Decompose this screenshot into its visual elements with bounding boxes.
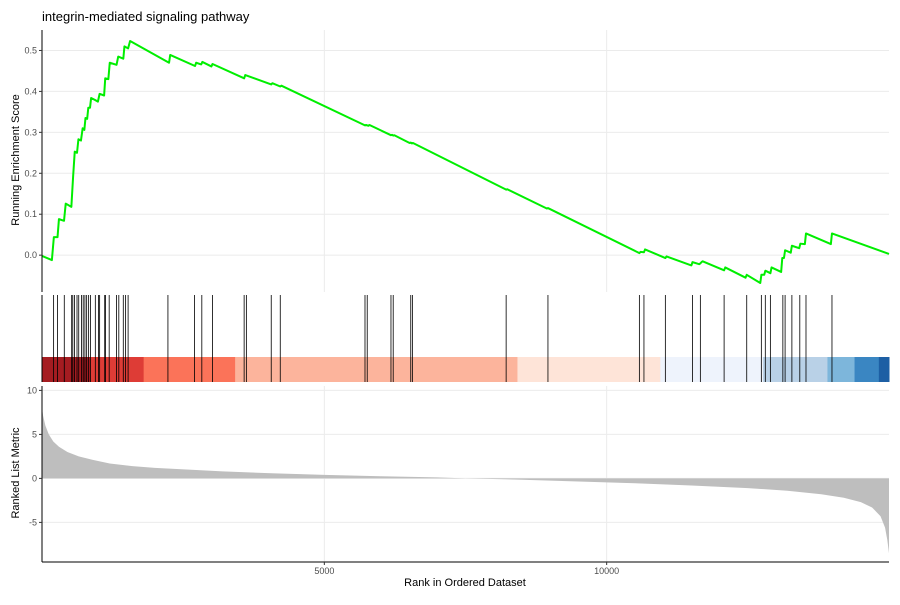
- x-tick-label: 10000: [594, 566, 619, 576]
- color-bar-segment-5: [660, 357, 764, 382]
- ranked-metric-fill: [42, 408, 889, 554]
- color-bar: [42, 357, 890, 382]
- top-y-tick-label: 0.5: [24, 45, 37, 55]
- color-bar-segment-0: [42, 357, 91, 382]
- color-bar-segment-4: [517, 357, 661, 382]
- color-bar-segment-2: [143, 357, 236, 382]
- bottom-y-tick-label: 0: [32, 473, 37, 483]
- top-y-tick-label: 0.2: [24, 168, 37, 178]
- top-y-tick-label: 0.3: [24, 127, 37, 137]
- running-score-line: [41, 40, 890, 284]
- y-axis-title-running-score: Running Enrichment Score: [10, 94, 22, 225]
- chart-title: integrin-mediated signaling pathway: [42, 9, 250, 24]
- axis-layer: [41, 30, 889, 563]
- color-bar-segment-9: [878, 357, 890, 382]
- x-axis-title: Rank in Ordered Dataset: [404, 577, 526, 589]
- running-score-line-group: [41, 40, 890, 284]
- color-bar-segment-6: [763, 357, 828, 382]
- ranked-metric-area: [42, 408, 889, 554]
- top-y-tick-label: 0.4: [24, 86, 37, 96]
- bottom-y-tick-label: 10: [27, 385, 37, 395]
- gene-hit-markers: [53, 295, 833, 382]
- y-axis-title-ranked-metric: Ranked List Metric: [10, 427, 22, 519]
- x-tick-label: 5000: [314, 566, 334, 576]
- bottom-y-tick-label: 5: [32, 429, 37, 439]
- color-bar-segment-1: [89, 357, 145, 382]
- color-bar-segment-8: [854, 357, 880, 382]
- bottom-y-tick-label: -5: [29, 517, 37, 527]
- color-bar-segment-3: [235, 357, 518, 382]
- top-y-tick-label: 0.1: [24, 209, 37, 219]
- top-y-tick-label: 0.0: [24, 250, 37, 260]
- tick-layer: 0.0 0.1 0.2 0.3 0.4 0.5 -5 0 5 10 5000 10000: [24, 45, 619, 576]
